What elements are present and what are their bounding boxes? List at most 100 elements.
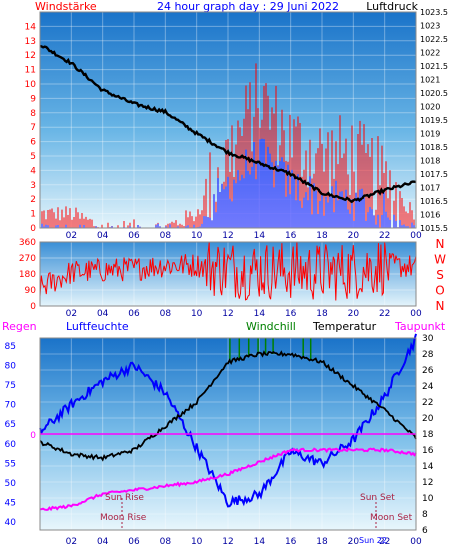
x-tick-label: 22 (379, 231, 390, 241)
x-tick-label: 16 (285, 537, 297, 547)
x-tick-label: 22 (379, 537, 390, 547)
humidity-tick-label: 50 (5, 479, 17, 489)
x-tick-label: 06 (128, 309, 140, 319)
rain-zero-label: 0 (30, 431, 36, 441)
temperature-tick-label: 6 (422, 526, 428, 536)
x-tick-label: 20 (348, 537, 360, 547)
direction-axis: 0 90 180 270 360 (19, 238, 36, 312)
temperature-tick-label: 22 (422, 398, 433, 408)
humidity-tick-label: 65 (5, 420, 16, 430)
pressure-tick-label: 1021.5 (420, 62, 448, 71)
header-title: 24 hour graph day : 29 Juni 2022 (157, 0, 339, 13)
label-taupunkt: Taupunkt (394, 320, 446, 333)
bottom-plot-border (39, 337, 417, 531)
x-tick-label: 10 (191, 309, 203, 319)
pressure-tick-label: 1021 (420, 76, 440, 85)
compass-letter: N (436, 299, 445, 313)
x-tick-label: 16 (285, 309, 297, 319)
label-temperatur: Temperatur (312, 320, 377, 333)
x-tick-label: 14 (254, 309, 266, 319)
header-windstaerke: Windstärke (35, 0, 97, 13)
pressure-series-line (39, 44, 417, 204)
mid-x-axis: 02 04 06 08 10 12 14 16 18 20 22 00 (66, 309, 422, 319)
bottom-x-axis: 02 04 06 08 10 12 14 16 18 20 22 00 (66, 537, 422, 547)
x-tick-label: 04 (97, 231, 109, 241)
pressure-tick-label: 1015.5 (420, 224, 448, 233)
temperature-tick-label: 18 (422, 430, 434, 440)
wind-tick-label: 13 (25, 37, 36, 47)
mid-plot-area (40, 242, 416, 306)
humidity-tick-label: 75 (5, 381, 16, 391)
label-regen: Regen (2, 320, 37, 333)
wind-tick-label: 8 (30, 109, 36, 119)
x-tick-label: 18 (316, 537, 328, 547)
x-tick-label: 08 (160, 231, 172, 241)
humidity-tick-label: 80 (5, 361, 17, 371)
pressure-axis: 1015.5 1016 1016.5 1017 1017.5 1018 1018.5 1019… (420, 8, 448, 233)
x-tick-label: 18 (316, 309, 328, 319)
x-tick-label: 20 (348, 309, 360, 319)
temperature-tick-label: 30 (422, 334, 434, 344)
x-tick-label: 14 (254, 231, 266, 241)
temperature-tick-label: 26 (422, 366, 434, 376)
x-tick-label: 12 (222, 537, 233, 547)
pressure-tick-label: 1017 (420, 184, 440, 193)
wind-tick-label: 6 (30, 138, 36, 148)
humidity-tick-label: 45 (5, 499, 16, 509)
x-tick-label: 12 (222, 231, 233, 241)
wind-direction-line (39, 242, 417, 301)
direction-tick-label: 90 (25, 286, 37, 296)
pressure-tick-label: 1017.5 (420, 170, 448, 179)
temperature-axis: 6 8 10 12 14 16 18 20 22 24 26 28 30 (422, 334, 434, 536)
pressure-tick-label: 1023 (420, 22, 440, 31)
humidity-tick-label: 60 (5, 440, 17, 450)
top-x-axis: 02 04 06 08 10 12 14 16 18 20 22 00 (66, 231, 422, 241)
humidity-axis: 40 45 50 55 60 65 70 75 80 85 (5, 342, 17, 528)
x-overlap-label: Sun 22 (359, 536, 387, 545)
direction-tick-label: 180 (19, 270, 36, 280)
x-tick-label: 06 (128, 537, 140, 547)
compass-letter: N (436, 237, 445, 251)
x-tick-label: 02 (66, 231, 77, 241)
temperature-series-line (39, 350, 417, 462)
wind-tick-label: 2 (30, 195, 36, 205)
compass-letter: S (436, 268, 444, 282)
sun-rise-label: Sun Rise (105, 493, 144, 503)
temperature-tick-label: 14 (422, 462, 434, 472)
header-luftdruck: Luftdruck (366, 0, 418, 13)
x-tick-label: 04 (97, 309, 109, 319)
top-plot-border (39, 11, 417, 229)
wind-tick-label: 12 (25, 51, 36, 61)
x-tick-label: 00 (410, 537, 422, 547)
x-tick-label: 22 (379, 309, 390, 319)
wind-tick-label: 3 (30, 181, 36, 191)
wind-tick-label: 4 (30, 166, 36, 176)
pressure-tick-label: 1020.5 (420, 89, 448, 98)
pressure-tick-label: 1022.5 (420, 35, 448, 44)
label-luftfeuchte: Luftfeuchte (66, 320, 129, 333)
x-tick-label: 10 (191, 537, 203, 547)
wind-tick-label: 7 (30, 123, 36, 133)
pressure-tick-label: 1018 (420, 157, 440, 166)
wind-tick-label: 5 (30, 152, 36, 162)
mid-plot-border (39, 241, 417, 307)
windchill-spikes (229, 338, 312, 362)
wind-tick-label: 0 (30, 224, 36, 234)
x-tick-label: 16 (285, 231, 297, 241)
sun-set-label: Sun Set (360, 493, 395, 503)
temperature-tick-label: 28 (422, 350, 434, 360)
x-tick-label: 02 (66, 309, 77, 319)
compass-letter: W (434, 253, 446, 267)
humidity-tick-label: 55 (5, 459, 16, 469)
pressure-tick-label: 1019 (420, 130, 440, 139)
x-tick-label: 08 (160, 309, 172, 319)
temperature-tick-label: 12 (422, 478, 433, 488)
direction-tick-label: 360 (19, 238, 36, 248)
pressure-tick-label: 1016 (420, 211, 440, 220)
x-tick-label: 02 (66, 537, 77, 547)
pressure-tick-label: 1018.5 (420, 143, 448, 152)
temperature-tick-label: 8 (422, 510, 428, 520)
temperature-tick-label: 10 (422, 494, 434, 504)
